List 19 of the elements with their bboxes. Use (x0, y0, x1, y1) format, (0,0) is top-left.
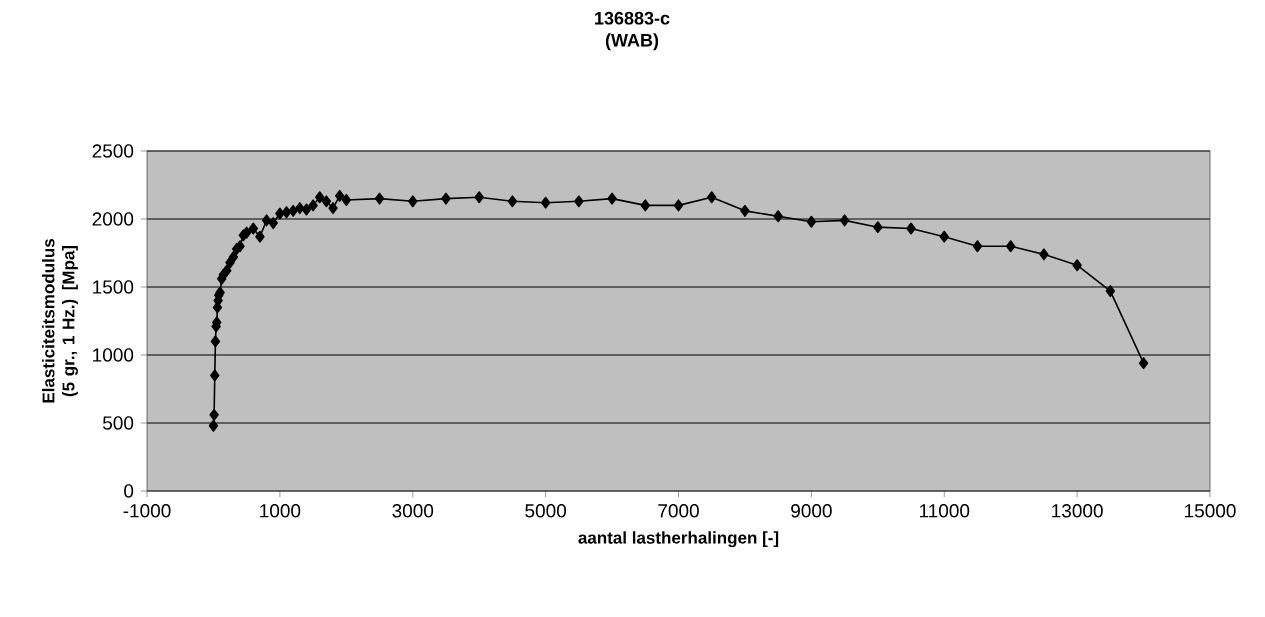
y-tick-label: 0 (124, 484, 134, 498)
x-tick-label: 11000 (919, 504, 970, 518)
x-tick-label: 3000 (392, 504, 434, 518)
x-tick-label: 7000 (658, 504, 699, 518)
x-tick-label: 15000 (1185, 504, 1236, 518)
chart-subtitle: (WAB) (605, 33, 659, 51)
x-axis-title: aantal lastherhalingen [-] (578, 531, 779, 548)
x-tick-label: 13000 (1052, 504, 1103, 518)
y-tick-label: 1000 (93, 348, 134, 362)
y-axis-title: Elasticiteitsmodulus (5 gr., 1 Hz.) [Mpa] (42, 239, 78, 403)
x-tick-label: -1000 (123, 504, 171, 518)
chart-title: 136883-c (595, 11, 670, 25)
x-tick-label: 1000 (260, 504, 301, 518)
y-tick-label: 2500 (92, 144, 134, 158)
x-tick-label: 5000 (525, 504, 566, 518)
x-tick-label: 9000 (791, 504, 832, 518)
y-tick-label: 1500 (93, 280, 134, 294)
y-tick-label: 500 (102, 416, 134, 430)
y-tick-label: 2000 (92, 212, 134, 226)
